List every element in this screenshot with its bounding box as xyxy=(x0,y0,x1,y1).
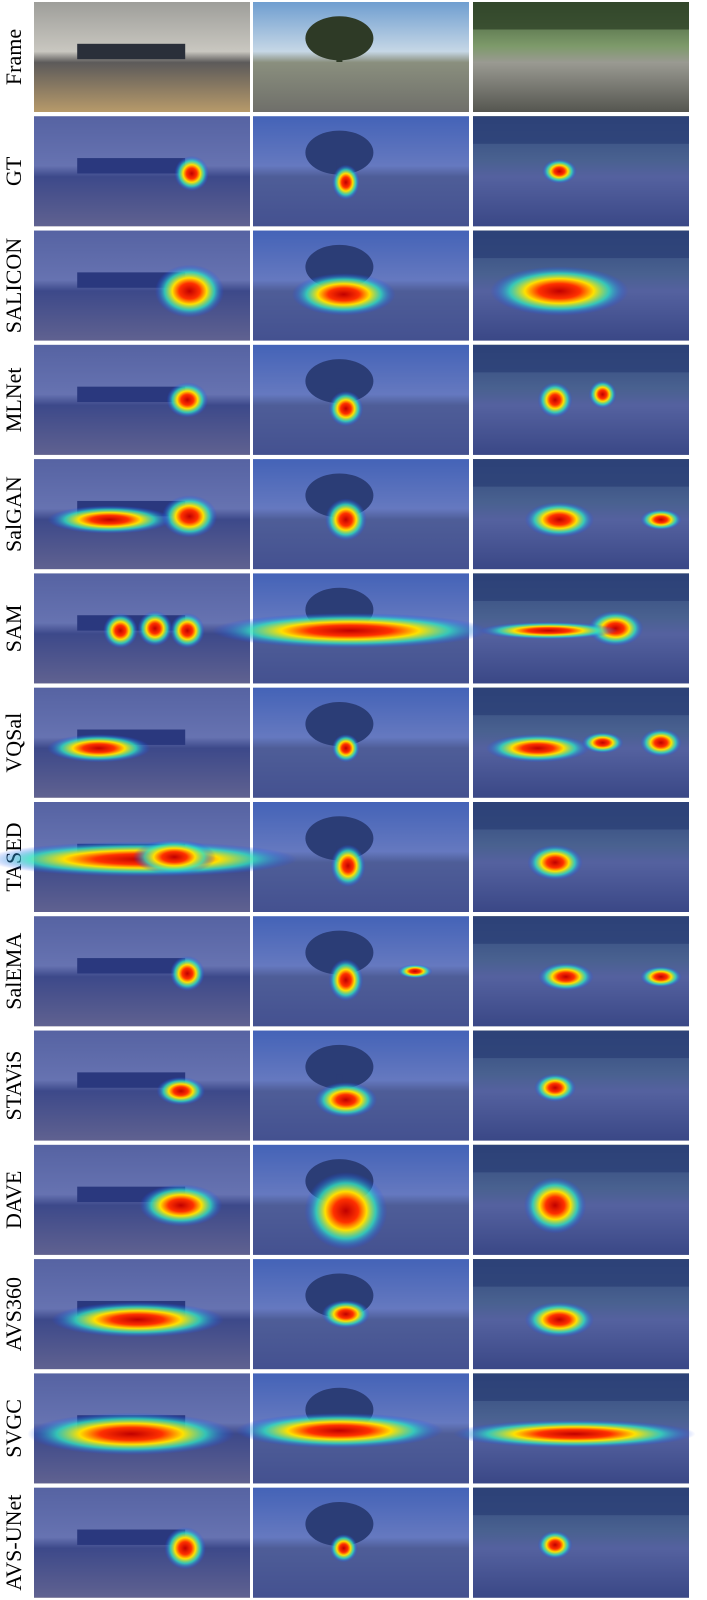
row-label: VQSal xyxy=(1,713,26,773)
saliency-blob xyxy=(330,844,366,887)
saliency-blob xyxy=(166,382,209,418)
overlay xyxy=(34,344,250,455)
saliency-blob xyxy=(170,613,205,649)
row-label: SAM xyxy=(1,605,26,653)
saliency-blob xyxy=(328,391,364,427)
saliency-blob xyxy=(485,734,590,763)
saliency-blob xyxy=(537,382,573,418)
saliency-blob xyxy=(132,839,216,875)
overlay xyxy=(253,1487,469,1598)
row: SALICON xyxy=(1,230,689,341)
row: VQSal xyxy=(1,687,689,798)
canopy xyxy=(473,2,689,30)
saliency-blob xyxy=(453,1419,696,1449)
row-label: SVGC xyxy=(1,1399,26,1458)
saliency-blob xyxy=(211,613,489,649)
saliency-blob xyxy=(587,610,644,647)
row: AVS-UNet xyxy=(1,1487,689,1598)
row-label: SALICON xyxy=(1,238,26,333)
saliency-blob xyxy=(137,610,173,647)
saliency-blob xyxy=(640,728,682,757)
saliency-blob xyxy=(325,498,367,541)
saliency-blob xyxy=(640,509,682,531)
row: MLNet xyxy=(1,344,689,455)
overlay xyxy=(253,687,469,798)
saliency-blob xyxy=(581,732,624,754)
saliency-blob xyxy=(51,1302,225,1338)
saliency-blob xyxy=(304,1172,388,1250)
saliency-blob xyxy=(170,955,205,992)
row: SAM xyxy=(1,573,689,684)
saliency-blob xyxy=(640,966,682,988)
overlay xyxy=(34,116,250,227)
row: STAViS xyxy=(1,1030,689,1141)
trunk xyxy=(336,46,343,62)
saliency-blob xyxy=(538,962,594,991)
saliency-blob xyxy=(588,380,617,409)
saliency-blob xyxy=(527,844,583,881)
row-label: SalGAN xyxy=(1,476,26,552)
row: DAVE xyxy=(1,1144,689,1255)
row: GT xyxy=(1,116,689,227)
saliency-blob xyxy=(534,1073,576,1102)
overlay xyxy=(473,1030,689,1141)
saliency-blob xyxy=(291,273,396,316)
row-label: GT xyxy=(1,156,26,186)
row-label: Frame xyxy=(1,29,26,85)
overlay xyxy=(34,1030,250,1141)
saliency-blob xyxy=(161,495,218,538)
saliency-blob xyxy=(542,158,577,184)
row-label: STAViS xyxy=(1,1051,26,1121)
row: AVS360 xyxy=(1,1259,689,1370)
saliency-blob xyxy=(154,264,225,318)
overlay xyxy=(253,344,469,455)
row: Frame xyxy=(1,2,689,112)
row-label: AVS360 xyxy=(1,1277,26,1351)
row: SalGAN xyxy=(1,459,689,570)
saliency-blob xyxy=(329,1534,358,1563)
overlay xyxy=(473,116,689,227)
overlay xyxy=(34,916,250,1027)
saliency-blob xyxy=(103,613,138,649)
saliency-blob xyxy=(537,1530,573,1559)
saliency-blob xyxy=(332,164,360,200)
saliency-blob xyxy=(479,621,618,640)
overlay xyxy=(34,1487,250,1598)
saliency-blob xyxy=(47,505,172,534)
overlay xyxy=(473,344,689,455)
saliency-blob xyxy=(321,1300,371,1329)
saliency-blob xyxy=(174,155,209,192)
row-label: SalEMA xyxy=(1,933,26,1010)
saliency-blob xyxy=(139,1184,223,1227)
saliency-blob xyxy=(332,734,360,763)
saliency-blob xyxy=(164,1527,206,1570)
saliency-blob xyxy=(314,1082,377,1118)
saliency-blob xyxy=(27,1412,235,1456)
row-label: DAVE xyxy=(1,1171,26,1229)
panel-image xyxy=(253,2,469,112)
windows xyxy=(77,43,186,60)
overlay xyxy=(253,116,469,227)
saliency-blob xyxy=(524,1302,594,1338)
row-label: AVS-UNet xyxy=(1,1495,26,1591)
saliency-blob xyxy=(490,266,629,316)
saliency-blob xyxy=(156,1076,206,1106)
saliency-blob xyxy=(328,958,364,1002)
saliency-blob xyxy=(524,502,594,538)
saliency-blob xyxy=(397,964,433,979)
row: TASED xyxy=(0,802,689,912)
tree xyxy=(305,16,374,61)
overlay xyxy=(473,1487,689,1598)
saliency-blob xyxy=(523,1177,587,1234)
row: SalEMA xyxy=(1,916,689,1027)
row: SVGC xyxy=(1,1373,696,1484)
saliency-blob xyxy=(235,1413,444,1449)
saliency-blob xyxy=(46,734,151,763)
row-label: MLNet xyxy=(1,367,26,432)
